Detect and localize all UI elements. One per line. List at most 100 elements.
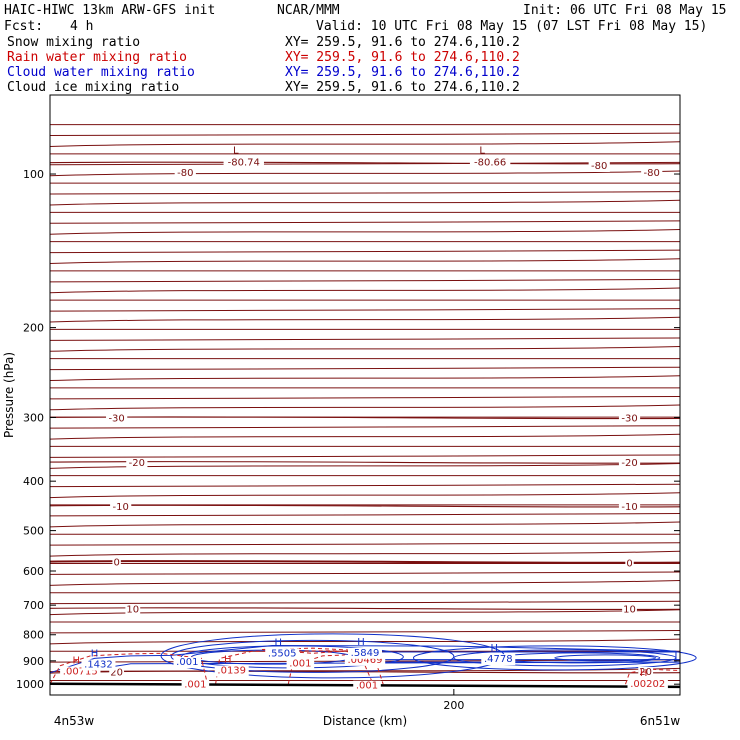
org-label: NCAR/MMM — [277, 3, 340, 18]
isotherm-line — [49, 345, 681, 352]
extremum-mark: L — [233, 146, 239, 157]
fcst-value: 4 h — [70, 19, 94, 34]
isotherm-line — [49, 249, 681, 254]
isotherm-line — [49, 416, 681, 420]
isotherm-label-bg — [618, 501, 641, 513]
field-name-rain: Rain water mixing ratio — [7, 50, 188, 65]
isotherm-line — [49, 463, 681, 469]
x-axis-label: Distance (km) — [323, 714, 407, 728]
isotherm-line — [49, 404, 681, 411]
isotherm-label: 10 — [126, 604, 139, 615]
x-start-label: 4n53w — [54, 714, 95, 728]
isotherm-line — [49, 638, 681, 645]
cloud-water-label-bg — [173, 657, 202, 669]
isotherm-label-bg — [112, 557, 121, 569]
valid-time: Valid: 10 UTC Fri 08 May 15 (07 LST Fri … — [316, 19, 708, 34]
y-tick-label: 700 — [23, 599, 44, 612]
isotherm-label: 0 — [626, 559, 632, 570]
isotherm-label-bg — [638, 666, 654, 678]
y-tick-label: 500 — [23, 525, 44, 538]
field-xy-cloud-ice: XY= 259.5, 91.6 to 274.6,110.2 — [285, 80, 520, 95]
rain-label-bg — [353, 680, 381, 692]
field-name-cloud-water: Cloud water mixing ratio — [7, 65, 195, 80]
isotherm-line — [49, 454, 681, 458]
isotherm-line — [49, 425, 681, 429]
isotherm-line — [49, 607, 681, 611]
cloud-water-label: .5505 — [268, 648, 297, 659]
cloud-water-contour — [412, 645, 697, 671]
y-tick-label: 1000 — [16, 678, 44, 691]
cloud-water-label-bg — [265, 648, 300, 660]
rain-label: .001 — [184, 680, 206, 691]
isotherm-label: -80 — [591, 161, 607, 172]
isotherm-line — [49, 571, 681, 575]
rain-label-bg — [627, 679, 668, 691]
isotherm-label-bg — [622, 604, 637, 616]
temperature-isotherms — [49, 124, 681, 681]
rain-extremum-mark: H — [73, 656, 81, 667]
isotherm-label-bg — [625, 558, 634, 570]
x-tick-label: 200 — [443, 699, 464, 712]
surface-line — [49, 682, 681, 689]
isotherm-line — [49, 670, 681, 674]
rain-label-bg — [214, 665, 249, 677]
isotherm-line — [49, 141, 681, 147]
extremum-value: -80.66 — [474, 158, 506, 169]
rain-extremum-mark: H — [640, 668, 648, 679]
isotherm-label: 20 — [110, 668, 123, 679]
isotherm-label: 10 — [623, 604, 636, 615]
isotherm-label-bg — [174, 167, 196, 179]
isotherm-label-bg — [125, 604, 141, 616]
axes: 1002003004005006007008009001000200Pressu… — [2, 168, 680, 728]
isotherm-line — [49, 600, 681, 605]
cloud-water-label: .4778 — [484, 654, 513, 665]
isotherm-line — [49, 560, 681, 564]
extremum-mark: L — [479, 146, 485, 157]
init-time: Init: 06 UTC Fri 08 May 15 — [523, 3, 727, 18]
cloud-water-label-bg — [481, 654, 516, 666]
cloud-water-label: .001 — [176, 657, 198, 668]
cloud-water-contour — [554, 654, 657, 662]
isotherm-label-bg — [109, 667, 125, 679]
rain-extremum-mark: H — [224, 654, 232, 665]
field-name-cloud-ice: Cloud ice mixing ratio — [7, 80, 180, 95]
isotherm-label-bg — [618, 413, 641, 425]
rain-label-bg — [286, 658, 315, 670]
isotherm-line — [49, 483, 681, 488]
rain-label: .001 — [356, 681, 378, 692]
isotherm-line — [49, 521, 681, 528]
isotherm-line — [49, 337, 681, 341]
isotherm-line — [49, 375, 681, 382]
field-name-snow: Snow mixing ratio — [7, 35, 141, 50]
cloud-water-contour — [497, 652, 661, 664]
cloud-water-extremum-mark: H — [357, 637, 365, 648]
isotherm-label-bg — [641, 167, 663, 179]
isotherm-line — [49, 316, 681, 323]
plot-border — [49, 94, 681, 696]
isotherm-label: -20 — [129, 458, 145, 469]
y-tick-label: 400 — [23, 475, 44, 488]
isotherm-line — [49, 550, 681, 557]
isotherm-line — [49, 433, 681, 440]
extremum-value: -80.74 — [228, 158, 260, 169]
isotherm-label: -10 — [621, 502, 637, 513]
isotherm-line — [49, 287, 681, 294]
y-tick-label: 100 — [23, 168, 44, 181]
model-title: HAIC-HIWC 13km ARW-GFS init — [4, 3, 216, 18]
isotherm-line — [49, 228, 681, 235]
isotherm-label: -30 — [108, 413, 124, 424]
isotherm-label: 20 — [639, 667, 652, 678]
cloud-water-label-bg — [81, 659, 116, 671]
isotherm-line — [49, 630, 681, 634]
isotherm-label-bg — [106, 413, 128, 425]
isotherm-line — [49, 199, 681, 206]
rain-label: .00202 — [630, 679, 665, 690]
y-tick-label: 600 — [23, 565, 44, 578]
isotherm-line — [49, 504, 681, 508]
isotherm-label: -30 — [621, 413, 637, 424]
isotherm-line — [49, 258, 681, 265]
isotherm-line — [49, 191, 681, 195]
isotherm-line — [49, 366, 681, 371]
